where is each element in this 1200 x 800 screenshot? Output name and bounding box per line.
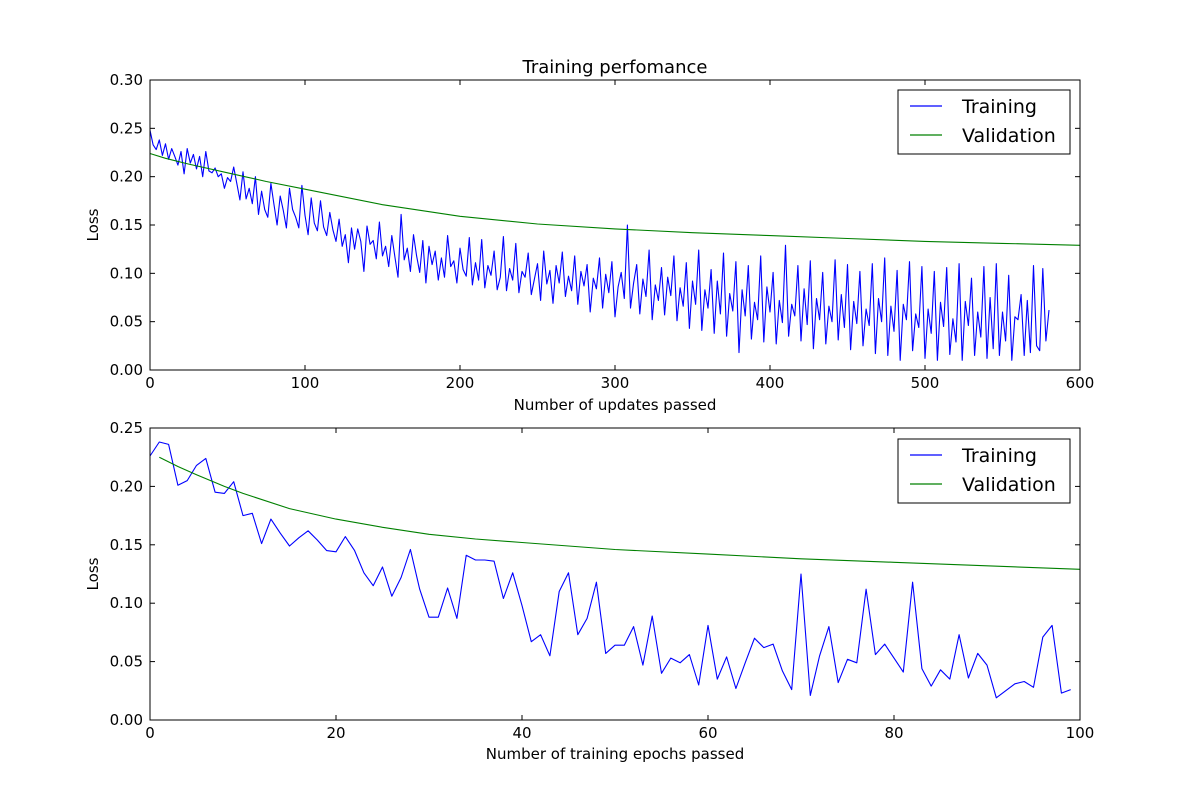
legend-box <box>897 89 1071 155</box>
x-tick-label: 300 <box>601 374 630 392</box>
y-axis-label-top: Loss <box>84 208 102 241</box>
x-tick-label: 80 <box>884 724 903 742</box>
x-tick-label: 20 <box>326 724 345 742</box>
chart-title: Training perfomance <box>522 57 708 78</box>
x-tick-label: 600 <box>1066 374 1095 392</box>
legend-box <box>897 438 1071 504</box>
x-tick-label: 40 <box>512 724 531 742</box>
y-tick-label: 0.25 <box>110 119 143 137</box>
legend-top: Training Validation <box>897 89 1071 155</box>
y-tick-label: 0.15 <box>110 216 143 234</box>
x-tick-label: 500 <box>911 374 940 392</box>
legend-label-validation: Validation <box>962 474 1056 496</box>
x-tick-label: 0 <box>145 374 155 392</box>
y-tick-label: 0.05 <box>110 653 143 671</box>
y-tick-label: 0.30 <box>110 71 143 89</box>
plot-area-top <box>149 130 1081 361</box>
legend-label-training: Training <box>961 96 1037 118</box>
legend-label-training: Training <box>961 445 1037 467</box>
y-tick-label: 0.20 <box>110 477 143 495</box>
y-tick-label: 0.00 <box>110 361 143 379</box>
chart-bottom: 0 20 40 60 80 100 0.00 0.05 0.10 0.15 0.20 0.25 Num… <box>84 419 1094 763</box>
axis-ticks-top: 0 100 200 300 400 500 600 0.00 0.05 0.10 0.15 0.20 0… <box>110 71 1095 392</box>
chart-top: Training perfomance 0 100 200 300 400 500 6000… <box>84 57 1094 414</box>
y-tick-label: 0.15 <box>110 536 143 554</box>
y-tick-label: 0.05 <box>110 313 143 331</box>
series-line-training <box>149 130 1050 361</box>
x-tick-label: 100 <box>291 374 320 392</box>
x-tick-label: 200 <box>446 374 475 392</box>
y-tick-label: 0.10 <box>110 264 143 282</box>
x-axis-label-bottom: Number of training epochs passed <box>486 745 745 763</box>
series-line-validation <box>149 152 1081 246</box>
y-tick-label: 0.00 <box>110 711 143 729</box>
x-tick-label: 60 <box>698 724 717 742</box>
plot-frame-bottom <box>149 427 1081 721</box>
series-line-validation <box>159 456 1081 570</box>
y-tick-label: 0.25 <box>110 419 143 437</box>
x-tick-label: 400 <box>756 374 785 392</box>
plot-frame-top <box>149 79 1081 371</box>
y-tick-label: 0.20 <box>110 168 143 186</box>
plot-area-bottom <box>149 441 1081 699</box>
legend-bottom: Training Validation <box>897 438 1071 504</box>
y-axis-label-bottom: Loss <box>84 557 102 590</box>
axis-ticks-bottom: 0 20 40 60 80 100 0.00 0.05 0.10 0.15 0.20 0.25 <box>110 419 1095 742</box>
series-line-training <box>149 441 1071 699</box>
y-tick-label: 0.10 <box>110 594 143 612</box>
legend-label-validation: Validation <box>962 125 1056 147</box>
x-tick-label: 100 <box>1066 724 1095 742</box>
x-tick-label: 0 <box>145 724 155 742</box>
x-axis-label-top: Number of updates passed <box>514 396 717 414</box>
